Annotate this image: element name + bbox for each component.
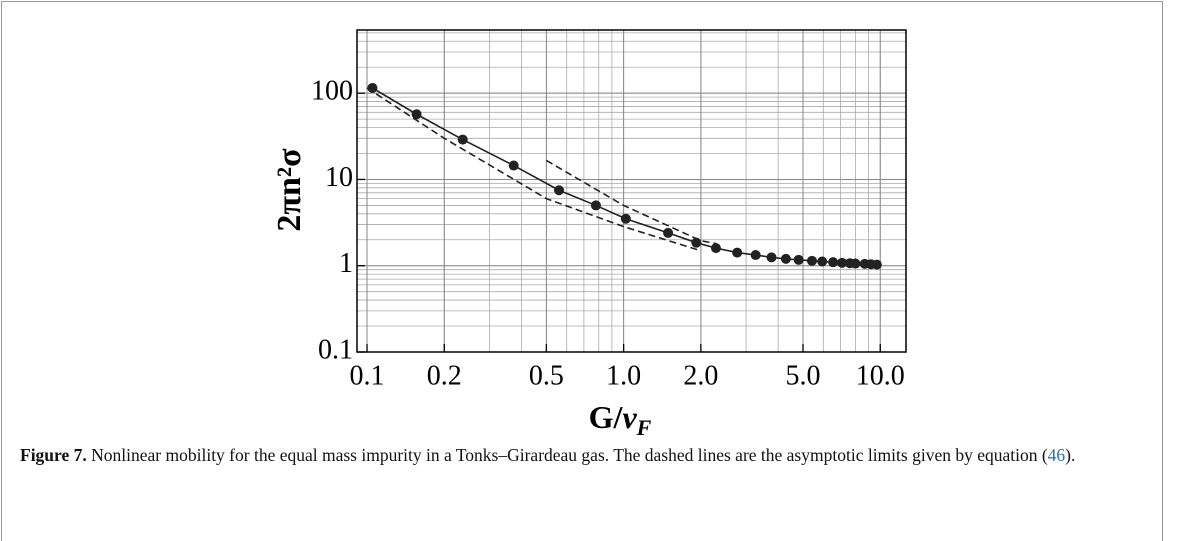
x-label-part: G/ (589, 399, 624, 435)
y-tick-label: 1 (339, 248, 353, 279)
x-tick-label: 0.2 (427, 360, 462, 391)
caption: Figure 7. Nonlinear mobility for the equ… (20, 443, 1155, 467)
x-tick-label: 0.1 (350, 360, 385, 391)
data-point (710, 243, 721, 254)
data-point (620, 213, 631, 224)
data-point (828, 257, 839, 268)
data-point (780, 253, 791, 264)
series-line (372, 87, 877, 266)
x-tick-label: 2.0 (683, 360, 718, 391)
y-tick-label: 10 (325, 162, 353, 193)
y-axis-label: 2πn²σ (271, 148, 308, 232)
caption-ref[interactable]: 46 (1047, 445, 1066, 465)
caption-end: ). (1065, 445, 1076, 465)
data-point (806, 255, 817, 266)
series-line (545, 159, 717, 245)
data-point (817, 256, 828, 267)
chart: G/vF 2πn²σ 0.1 0.2 0.5 1.0 2.0 5.0 10.0 0.1 1 10 1… (271, 29, 907, 440)
data-point (691, 237, 702, 248)
series-line (366, 87, 702, 252)
x-axis-label: G/vF (589, 399, 652, 440)
data-point (508, 160, 519, 171)
x-tick-label: 10.0 (856, 360, 905, 391)
x-tick-label: 0.5 (529, 360, 564, 391)
data-point (663, 227, 674, 238)
y-tick-label: 100 (311, 76, 353, 107)
caption-text: Nonlinear mobility for the equal mass im… (86, 445, 1048, 465)
data-point (750, 250, 761, 261)
data-point (554, 185, 565, 196)
data-point (590, 200, 601, 211)
data-point (850, 258, 861, 269)
data-point (411, 109, 422, 120)
y-tick-label: 0.1 (318, 334, 353, 365)
x-label-part: F (636, 415, 652, 440)
plot-frame (356, 29, 907, 353)
data-point (732, 247, 743, 258)
data-point (871, 259, 882, 270)
data-point (457, 134, 468, 145)
data-point (837, 257, 848, 268)
x-tick-label: 1.0 (606, 360, 641, 391)
x-label-part: v (622, 399, 637, 435)
x-tick-label: 5.0 (785, 360, 820, 391)
data-point (766, 252, 777, 263)
data-point (793, 254, 804, 265)
caption-label: Figure 7. (20, 445, 87, 465)
